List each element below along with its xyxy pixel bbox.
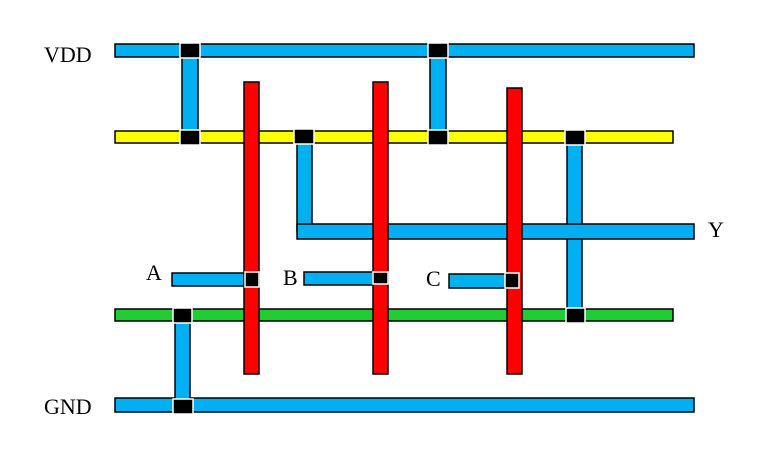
vdd-label: VDD [44, 42, 92, 67]
output-y-label: Y [708, 217, 724, 242]
input-a-wire [171, 272, 253, 287]
poly-gate-a [243, 81, 260, 375]
contact-gnd [172, 398, 194, 415]
input-b-wire [303, 271, 381, 286]
vdd-strap-left [181, 49, 199, 139]
input-c-wire [448, 273, 513, 289]
contact-pdiff-1 [179, 129, 201, 146]
output-strap-left [296, 135, 313, 232]
contact-pdiff-2 [293, 128, 315, 145]
vdd-strap-right [429, 49, 447, 139]
input-b-label: B [283, 265, 298, 290]
vdd-rail [114, 43, 695, 58]
contact-ndiff-right [565, 307, 586, 324]
contact-pdiff-4 [564, 129, 586, 146]
contact-pdiff-3 [427, 129, 449, 146]
contact-gate-c [504, 272, 520, 289]
contact-vdd-left [179, 42, 201, 59]
output-y-wire [296, 223, 695, 240]
n-diffusion-strip [114, 308, 674, 322]
input-c-label: C [426, 266, 441, 291]
contact-ndiff-left [172, 307, 193, 324]
contact-gate-a [244, 271, 260, 288]
contact-gate-b [372, 271, 389, 285]
gnd-label: GND [44, 394, 92, 419]
input-a-label: A [146, 260, 162, 285]
poly-gate-b [372, 81, 389, 375]
contact-vdd-right [427, 42, 449, 59]
poly-gate-c [506, 87, 523, 375]
gnd-rail [114, 397, 695, 413]
gnd-strap [174, 315, 191, 407]
